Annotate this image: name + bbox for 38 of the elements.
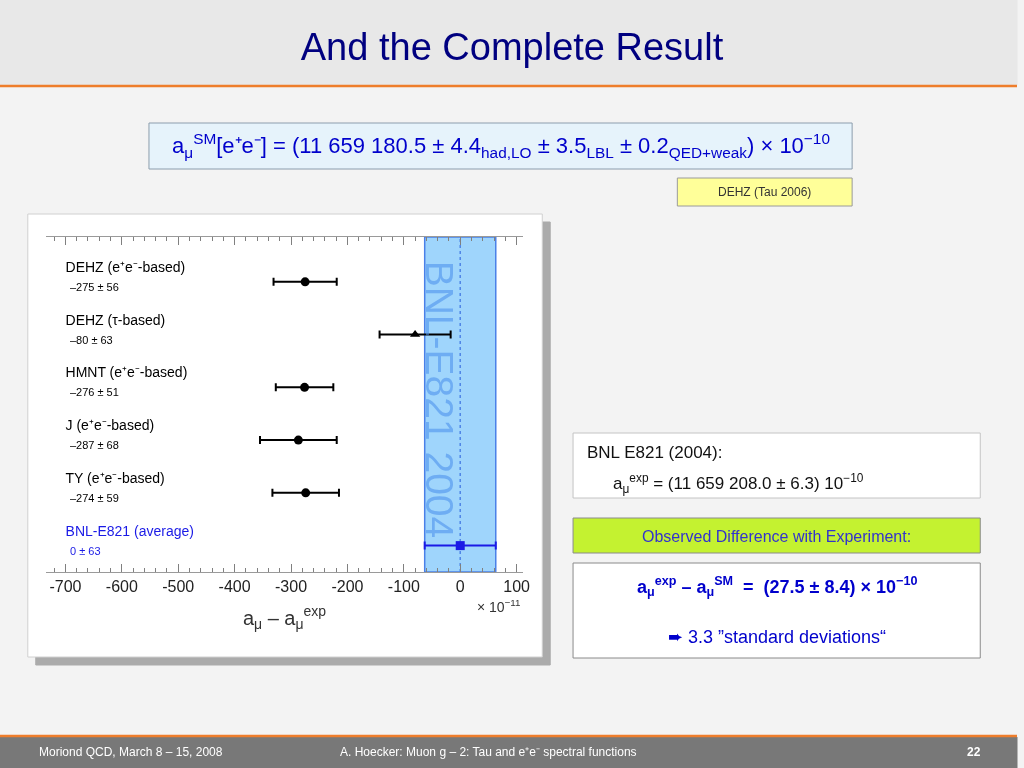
x-tick-label: -300 [275, 578, 308, 596]
text: × 10$^{−11}$ [477, 597, 521, 615]
text: Observed Difference with Experiment: [642, 528, 912, 545]
text: DEHZ (Tau 2006) [718, 185, 812, 199]
y-tick-label: DEHZ (e⁺e⁻-based) [65, 258, 186, 275]
y-tick-label: TY (e⁺e⁻-based) [65, 469, 165, 486]
annotation: –80 ± 63 [70, 334, 113, 346]
x-tick-label: -500 [162, 578, 195, 596]
annotation: 0 ± 63 [70, 545, 101, 557]
text: A. Hoecker: Muon g – 2: Tau and e⁺e⁻ spectral functions [340, 745, 637, 759]
x-tick-label: 100 [503, 578, 531, 596]
x-tick-label: 0 [455, 578, 465, 596]
y-tick-label: BNL-E821 (average) [65, 522, 194, 539]
text: a$_{μ}$$^{SM}$[e⁺e⁻] = (11 659 180.5 ± 4.4$_{had,LO}$ ± 3.5$_{LBL}$ ± 0.2$_{QED+weak}$) × 10$^{−10}$ [172, 130, 830, 161]
x-tick-label: -700 [49, 578, 82, 596]
annotation: –276 ± 51 [70, 386, 119, 398]
text: 22 [967, 745, 981, 759]
x-tick-label: -200 [331, 578, 364, 596]
annotation: –275 ± 56 [70, 281, 119, 293]
y-tick-label: J (e⁺e⁻-based) [65, 417, 155, 434]
text: a$_{μ}$$^{exp}$ = (11 659 208.0 ± 6.3) 10$^{−10}$ [613, 471, 864, 496]
point [300, 382, 310, 392]
point [293, 435, 303, 445]
x-tick-label: -400 [218, 578, 251, 596]
annotation: –287 ± 68 [70, 439, 119, 451]
chart-title: And the Complete Result [300, 26, 724, 69]
text: ➨ 3.3 ”standard deviations“ [668, 627, 887, 647]
point [300, 277, 310, 287]
text: a$_{μ}$$^{exp}$ – a$_{μ}$$^{SM}$ = (27.5 ± 8.4) × 10$^{−10}$ [637, 574, 918, 600]
text: BNL E821 (2004): [587, 443, 723, 462]
x-tick-label: -100 [387, 578, 420, 596]
y-tick-label: DEHZ (τ-based) [65, 311, 166, 328]
y-tick-label: HMNT (e⁺e⁻-based) [65, 364, 188, 381]
x-tick-label: -600 [105, 578, 138, 596]
annotation: –274 ± 59 [70, 492, 119, 504]
point [301, 488, 311, 498]
point [455, 541, 465, 551]
text: Moriond QCD, March 8 – 15, 2008 [39, 745, 223, 759]
